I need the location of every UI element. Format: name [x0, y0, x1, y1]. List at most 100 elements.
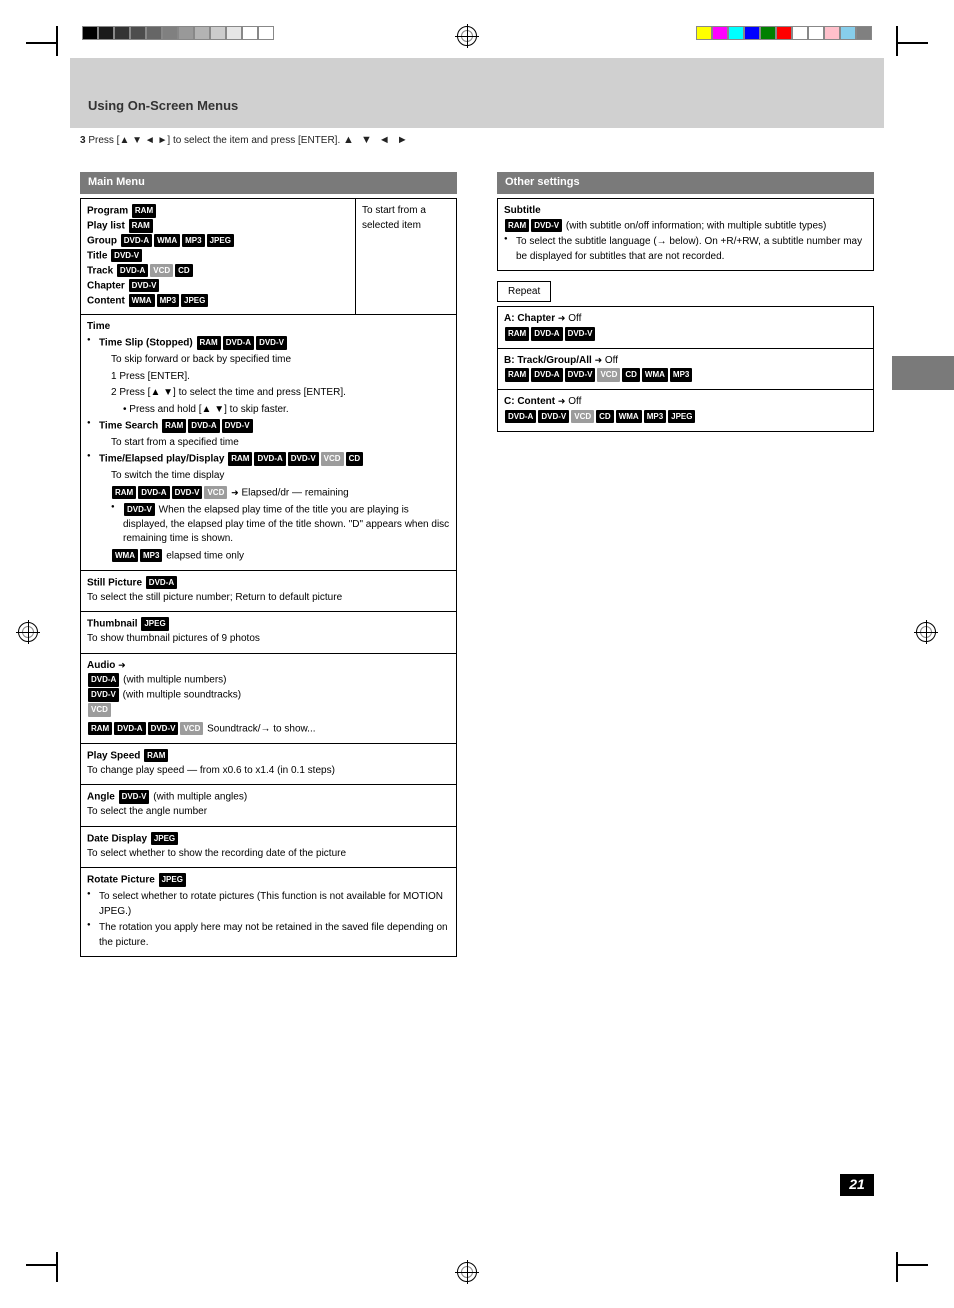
- badge-vcd: VCD: [150, 264, 173, 278]
- left-column: Main Menu Program RAMPlay list RAMGroup …: [80, 172, 457, 957]
- badge-dvd-v: DVD-V: [538, 410, 569, 424]
- page-header: Using On-Screen Menus: [70, 58, 884, 128]
- badge-ram: RAM: [505, 368, 529, 382]
- badge-jpeg: JPEG: [151, 832, 178, 846]
- main-menu-box: Program RAMPlay list RAMGroup DVD-AWMAMP…: [80, 198, 457, 957]
- badge-dvd-a: DVD-A: [531, 327, 562, 341]
- row1-right-label: To start from a selected item: [356, 199, 456, 314]
- side-tab: [892, 356, 954, 390]
- badge-mp3: MP3: [670, 368, 692, 382]
- grayscale-colorbar: [82, 26, 274, 40]
- registration-mark-bottom: [457, 1262, 477, 1282]
- row-play-speed: Play Speed RAM To change play speed — fr…: [81, 744, 456, 785]
- badge-dvd-a: DVD-A: [88, 673, 119, 687]
- crop-mark: [26, 1264, 56, 1266]
- badge-ram: RAM: [112, 486, 136, 500]
- badge-ram: RAM: [144, 749, 168, 763]
- row-rotate-picture: Rotate Picture JPEG To select whether to…: [81, 868, 456, 956]
- subtitle-note: To select the subtitle language (→ below…: [504, 235, 867, 264]
- crop-mark: [898, 42, 928, 44]
- right-column: Other settings Subtitle RAMDVD-V (with s…: [497, 172, 874, 957]
- nav-arrows-icon: ▲ ▼ ◄ ►: [343, 134, 410, 146]
- row-angle: Angle DVD-V (with multiple angles) To se…: [81, 785, 456, 826]
- repeat-row: A: Chapter ➜ OffRAMDVD-ADVD-V: [498, 307, 873, 348]
- badge-mp3: MP3: [140, 549, 162, 563]
- badge-dvd-v: DVD-V: [565, 327, 596, 341]
- badge-jpeg: JPEG: [141, 617, 168, 631]
- badge-jpeg: JPEG: [207, 234, 234, 248]
- badge-ram: RAM: [228, 452, 252, 466]
- row-date-display: Date Display JPEG To select whether to s…: [81, 827, 456, 868]
- subtitle-box: Subtitle RAMDVD-V (with subtitle on/off …: [497, 198, 874, 271]
- badge-dvd-a: DVD-A: [117, 264, 148, 278]
- repeat-row: B: Track/Group/All ➜ OffRAMDVD-ADVD-VVCD…: [498, 349, 873, 390]
- badge-cd: CD: [622, 368, 640, 382]
- badge-dvd-v: DVD-V: [565, 368, 596, 382]
- badge-dvd-a: DVD-A: [138, 486, 169, 500]
- badge-dvd-a: DVD-A: [114, 722, 145, 736]
- badge-vcd: VCD: [571, 410, 594, 424]
- badge-wma: WMA: [112, 549, 138, 563]
- badge-dvd-v: DVD-V: [119, 790, 150, 804]
- badge-dvd-v: DVD-V: [111, 249, 142, 263]
- badge-dvd-v: DVD-V: [531, 219, 562, 233]
- section-other-settings: Other settings: [497, 172, 874, 194]
- badge-wma: WMA: [129, 294, 155, 308]
- badge-cd: CD: [596, 410, 614, 424]
- badge-dvd-a: DVD-A: [121, 234, 152, 248]
- page-number: 21: [840, 1174, 874, 1196]
- step-instruction: 3 Press [▲ ▼ ◄ ►] to select the item and…: [80, 134, 874, 146]
- rotate-note: The rotation you apply here may not be r…: [87, 921, 450, 950]
- badge-ram: RAM: [132, 204, 156, 218]
- badge-wma: WMA: [642, 368, 668, 382]
- crop-mark: [26, 42, 56, 44]
- badge-wma: WMA: [154, 234, 180, 248]
- badge-dvd-a: DVD-A: [223, 336, 254, 350]
- rotate-note: To select whether to rotate pictures (Th…: [87, 890, 450, 919]
- badge-jpeg: JPEG: [668, 410, 695, 424]
- repeat-row: C: Content ➜ OffDVD-ADVD-VVCDCDWMAMP3JPE…: [498, 390, 873, 430]
- badge-dvd-v: DVD-V: [256, 336, 287, 350]
- row-audio: Audio ➜ DVD-A (with multiple numbers)DVD…: [81, 654, 456, 744]
- badge-dvd-v: DVD-V: [148, 722, 179, 736]
- registration-mark-top: [457, 26, 477, 46]
- badge-ram: RAM: [505, 219, 529, 233]
- crop-mark: [56, 1252, 58, 1282]
- badge-vcd: VCD: [321, 452, 344, 466]
- badge-wma: WMA: [616, 410, 642, 424]
- badge-dvd-a: DVD-A: [188, 419, 219, 433]
- row-still-picture: Still Picture DVD-A To select the still …: [81, 571, 456, 612]
- badge-jpeg: JPEG: [159, 873, 186, 887]
- badge-ram: RAM: [505, 327, 529, 341]
- page-title: Using On-Screen Menus: [88, 98, 238, 113]
- page-content: Using On-Screen Menus 3 Press [▲ ▼ ◄ ►] …: [62, 44, 892, 1264]
- row-program-group: Program RAMPlay list RAMGroup DVD-AWMAMP…: [81, 199, 456, 315]
- registration-mark-right: [916, 622, 936, 642]
- badge-dvd-a: DVD-A: [146, 576, 177, 590]
- crop-mark: [898, 1264, 928, 1266]
- badge-vcd: VCD: [204, 486, 227, 500]
- repeat-label-box: Repeat: [497, 281, 551, 302]
- row-time: Time Time Slip (Stopped) RAMDVD-ADVD-VTo…: [81, 315, 456, 571]
- badge-vcd: VCD: [180, 722, 203, 736]
- badge-jpeg: JPEG: [181, 294, 208, 308]
- badge-dvd-v: DVD-V: [172, 486, 203, 500]
- time-item: Time Search RAMDVD-ADVD-VTo start from a…: [87, 419, 450, 450]
- badge-dvd-v: DVD-V: [88, 688, 119, 702]
- badge-ram: RAM: [88, 722, 112, 736]
- badge-dvd-a: DVD-A: [505, 410, 536, 424]
- badge-vcd: VCD: [597, 368, 620, 382]
- crop-mark: [896, 1252, 898, 1282]
- badge-dvd-a: DVD-A: [254, 452, 285, 466]
- badge-cd: CD: [175, 264, 193, 278]
- time-item: Time Slip (Stopped) RAMDVD-ADVD-VTo skip…: [87, 336, 450, 417]
- section-main-menu: Main Menu: [80, 172, 457, 194]
- badge-mp3: MP3: [182, 234, 204, 248]
- badge-ram: RAM: [129, 219, 153, 233]
- badge-mp3: MP3: [644, 410, 666, 424]
- crop-mark: [56, 26, 58, 56]
- row-thumbnail: Thumbnail JPEG To show thumbnail picture…: [81, 612, 456, 653]
- badge-dvd-v: DVD-V: [288, 452, 319, 466]
- badge-dvd-v: DVD-V: [129, 279, 160, 293]
- badge-dvd-a: DVD-A: [531, 368, 562, 382]
